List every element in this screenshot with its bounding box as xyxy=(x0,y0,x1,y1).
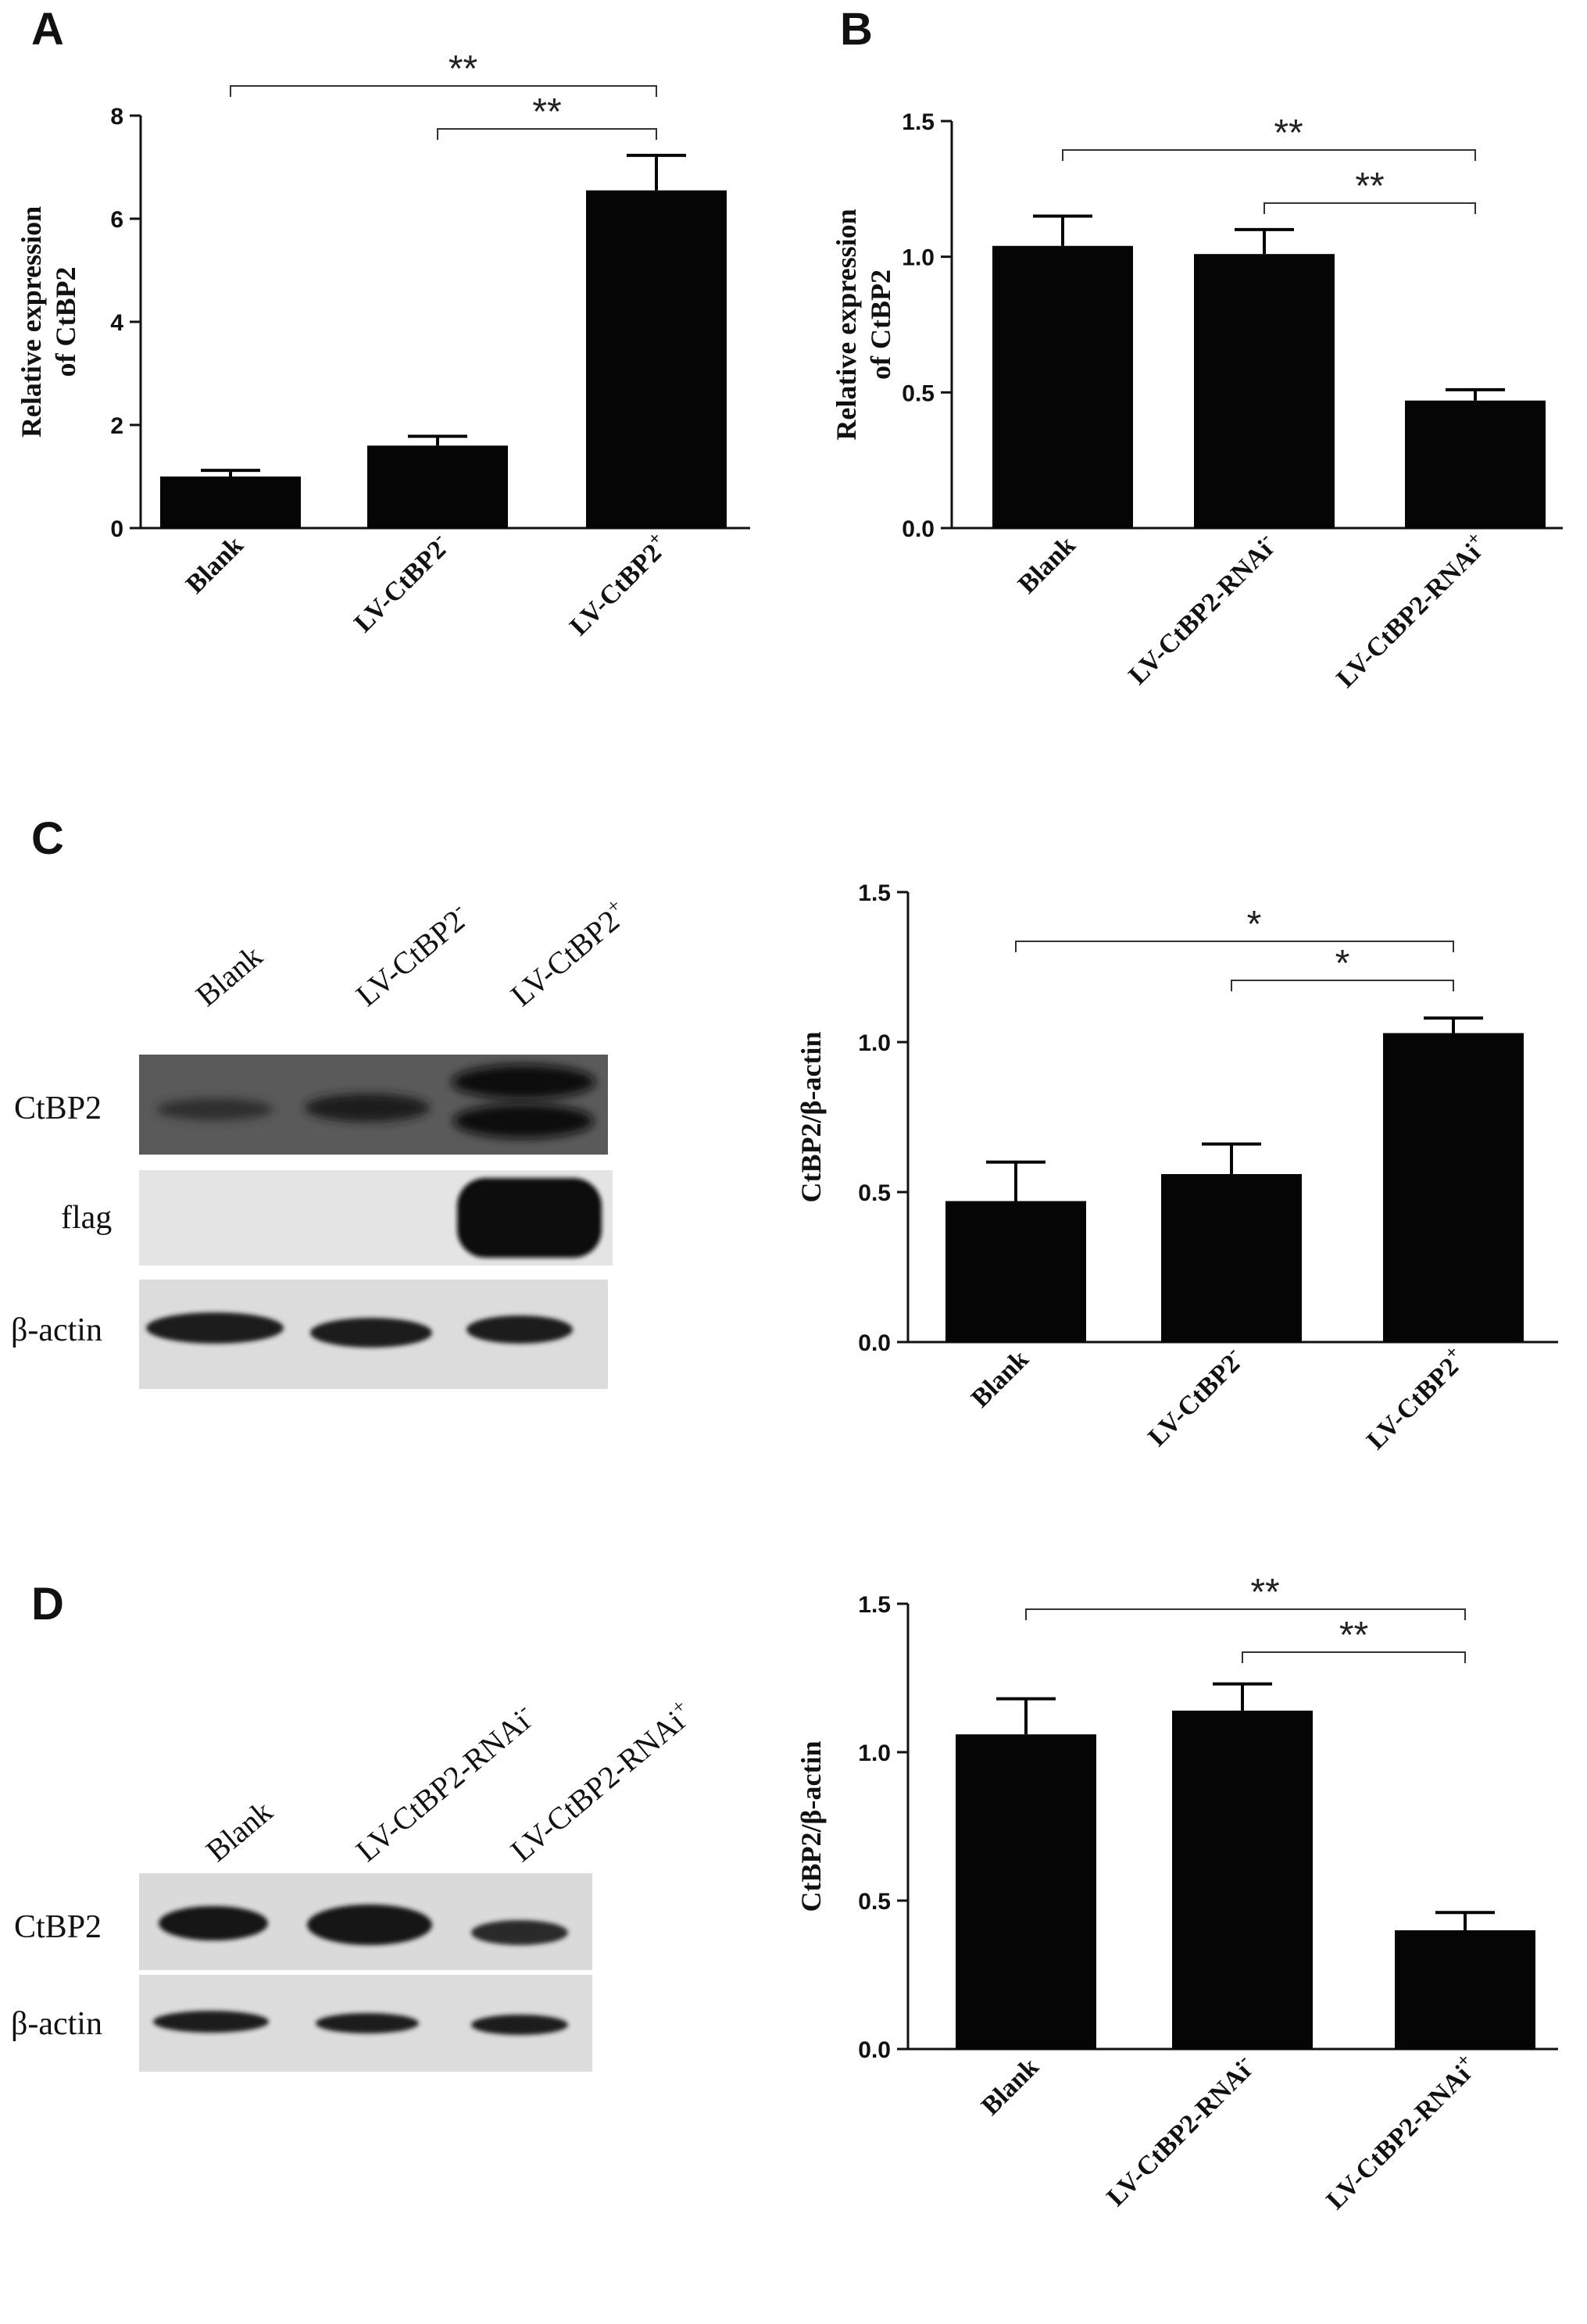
chart-a-bar-2 xyxy=(586,190,727,528)
chart-a-sig-bracket-1 xyxy=(437,128,657,140)
chart-b: 0.0 0.5 1.0 1.5 Relative expression of CtBP2 B… xyxy=(831,109,1563,694)
chart-c-category-label-1: LV-CtBP2- xyxy=(1140,1342,1250,1452)
chart-c-category-label-0: Blank xyxy=(966,1344,1035,1413)
blot-d-row-ctbp2: CtBP2 xyxy=(14,1909,102,1945)
chart-c-category-label-2: LV-CtBP2+ xyxy=(1359,1342,1472,1455)
blot-c-actin-band-0 xyxy=(146,1312,284,1344)
blot-c-ctbp2-band-2b xyxy=(453,1104,594,1138)
blot-d-lane-0: Blank xyxy=(199,1794,279,1869)
chart-b-ylabel: Relative expression of CtBP2 xyxy=(831,209,896,440)
chart-a-sig-bracket-0 xyxy=(230,85,657,97)
chart-a-ytick-label-0: 0 xyxy=(110,516,123,542)
chart-a-ytick-label-1: 2 xyxy=(110,413,123,439)
chart-b-ytick-label-1: 0.5 xyxy=(902,380,935,406)
blot-d-lane-2: LV-CtBP2-RNAi+ xyxy=(502,1694,700,1869)
chart-c-bar-0 xyxy=(945,1201,1086,1342)
blot-c-lane-0: Blank xyxy=(189,938,269,1013)
blot-c-actin-band-2 xyxy=(466,1316,573,1344)
chart-c-sig-bracket-1 xyxy=(1231,980,1454,991)
blot-c: Blank LV-CtBP2- LV-CtBP2+ CtBP2 flag β-a… xyxy=(11,894,634,1389)
blot-d: Blank LV-CtBP2-RNAi- LV-CtBP2-RNAi+ CtBP… xyxy=(11,1694,700,2072)
chart-b-category-label-1: LV-CtBP2-RNAi- xyxy=(1121,528,1283,691)
chart-b-category-label-2: LV-CtBP2-RNAi+ xyxy=(1328,528,1494,694)
chart-b-ytick-label-2: 1.0 xyxy=(902,245,935,271)
chart-d-bar-2 xyxy=(1395,1930,1535,2049)
chart-a-ylabel: Relative expression of CtBP2 xyxy=(16,206,81,437)
panel-letter-b: B xyxy=(840,4,873,55)
chart-d-ytick-label-3: 1.5 xyxy=(858,1592,891,1618)
blot-c-actin-band-1 xyxy=(310,1318,432,1348)
chart-d-sig-bracket-1 xyxy=(1242,1651,1466,1663)
chart-b-sig-label-1: ** xyxy=(1355,166,1384,207)
chart-d-category-label-2: LV-CtBP2-RNAi+ xyxy=(1318,2050,1484,2215)
chart-b-sig-bracket-0 xyxy=(1062,149,1476,161)
chart-c-bar-1 xyxy=(1161,1173,1302,1342)
chart-a-sig-label-0: ** xyxy=(449,48,477,90)
chart-b-category-label-0: Blank xyxy=(1013,530,1081,599)
chart-c-sig-label-0: * xyxy=(1247,904,1262,945)
chart-c-sig-bracket-0 xyxy=(1015,941,1454,952)
blot-d-actin-band-2 xyxy=(471,2015,568,2035)
blot-c-row-actin: β-actin xyxy=(11,1312,102,1348)
blot-d-row-actin: β-actin xyxy=(11,2006,102,2042)
chart-b-ytick-label-0: 0.0 xyxy=(902,516,935,542)
chart-c-ytick-label-2: 1.0 xyxy=(858,1030,891,1056)
chart-a-bar-0 xyxy=(160,477,301,528)
blot-c-lane-2: LV-CtBP2+ xyxy=(502,894,634,1013)
chart-c: 0.0 0.5 1.0 1.5 CtBP2/β-actin Blank LV-CtBP2- L… xyxy=(795,880,1558,1455)
chart-c-ytick-label-1: 0.5 xyxy=(858,1180,891,1206)
chart-b-ytick-label-3: 1.5 xyxy=(902,109,935,135)
blot-c-row-ctbp2: CtBP2 xyxy=(14,1091,102,1126)
blot-c-ctbp2-band-1 xyxy=(305,1094,430,1122)
blot-d-actin-band-1 xyxy=(316,2013,419,2033)
chart-a-ytick-label-3: 6 xyxy=(110,207,123,233)
chart-a: 0 2 4 6 8 Relative expression of CtBP2 Blank LV-… xyxy=(16,48,750,641)
blot-c-ctbp2-band-2a xyxy=(452,1065,595,1099)
blot-c-flag-band-2 xyxy=(457,1178,602,1258)
chart-b-bar-0 xyxy=(992,245,1133,528)
blot-d-ctbp2-band-0 xyxy=(159,1906,268,1940)
panel-letter-a: A xyxy=(31,4,64,55)
chart-d-sig-label-1: ** xyxy=(1339,1615,1368,1656)
chart-d-bar-1 xyxy=(1172,1710,1313,2049)
chart-a-sig-label-1: ** xyxy=(532,91,561,133)
panel-letter-c: C xyxy=(31,813,64,864)
chart-a-category-label-0: Blank xyxy=(181,530,249,599)
chart-a-category-label-2: LV-CtBP2+ xyxy=(562,528,675,641)
chart-c-sig-label-1: * xyxy=(1335,943,1350,984)
chart-d-ytick-label-1: 0.5 xyxy=(858,1889,891,1915)
chart-d-bar-0 xyxy=(956,1734,1096,2049)
blot-d-ctbp2-band-1 xyxy=(307,1905,432,1945)
chart-c-ytick-label-3: 1.5 xyxy=(858,880,891,906)
chart-b-sig-label-0: ** xyxy=(1274,112,1303,154)
chart-d-ylabel: CtBP2/β-actin xyxy=(795,1741,827,1912)
chart-d-sig-label-0: ** xyxy=(1250,1572,1279,1613)
chart-d-category-label-0: Blank xyxy=(976,2052,1045,2121)
chart-a-ytick-label-4: 8 xyxy=(110,104,123,130)
chart-c-bar-2 xyxy=(1383,1033,1524,1342)
chart-d-category-label-1: LV-CtBP2-RNAi- xyxy=(1099,2050,1261,2212)
chart-a-ytick-label-2: 4 xyxy=(110,310,123,336)
chart-b-bar-2 xyxy=(1405,400,1546,528)
chart-d-ytick-label-0: 0.0 xyxy=(858,2037,891,2063)
chart-c-ylabel: CtBP2/β-actin xyxy=(795,1032,827,1203)
chart-c-ytick-label-0: 0.0 xyxy=(858,1330,891,1356)
blot-c-ctbp2-band-0 xyxy=(156,1098,273,1120)
panel-letter-d: D xyxy=(31,1579,64,1630)
chart-d-sig-bracket-0 xyxy=(1025,1608,1466,1620)
chart-b-sig-bracket-1 xyxy=(1264,202,1476,214)
chart-d-ytick-label-2: 1.0 xyxy=(858,1740,891,1766)
blot-d-ctbp2-band-2 xyxy=(471,1920,568,1945)
chart-d: 0.0 0.5 1.0 1.5 CtBP2/β-actin Blank LV-CtBP2-R… xyxy=(795,1572,1558,2215)
chart-b-bar-1 xyxy=(1194,254,1335,528)
chart-a-bar-1 xyxy=(367,445,508,528)
chart-a-category-label-1: LV-CtBP2- xyxy=(346,528,456,638)
blot-c-lane-1: LV-CtBP2- xyxy=(348,897,477,1013)
blot-d-actin-band-0 xyxy=(153,2011,269,2033)
blot-c-row-flag: flag xyxy=(61,1200,112,1236)
